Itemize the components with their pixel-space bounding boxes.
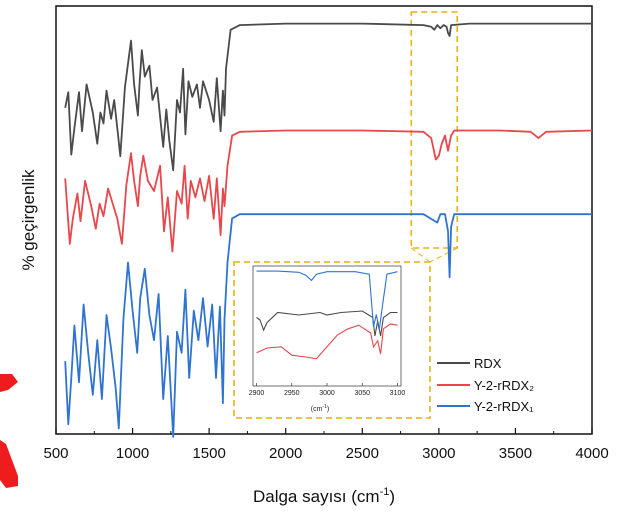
legend: RDX Y-2-rRDX₂ Y-2-rRDX₁ [437, 356, 534, 414]
inset-x-label: (cm-1) [311, 404, 329, 413]
series-line-0 [64, 22, 592, 172]
y-axis-title: % geçirgenlik [19, 169, 38, 271]
highlight-connector-line [429, 247, 458, 263]
inset-x-tick-label: 3050 [354, 390, 370, 397]
x-tick-label: 1000 [116, 445, 149, 462]
x-tick-label: 1500 [192, 445, 225, 462]
inset-x-tick-label: 2950 [284, 390, 300, 397]
legend-label-rdx: RDX [474, 356, 502, 371]
x-axis-ticks: 500 1000 1500 2000 2500 3000 3500 4000 [43, 428, 609, 462]
x-tick-label: 4000 [575, 445, 608, 462]
legend-label-rrdx2: Y-2-rRDX₂ [474, 378, 534, 393]
inset-x-tick-label: 3000 [319, 390, 335, 397]
highlight-connector-line [410, 247, 431, 263]
main-series-group [64, 22, 593, 438]
inset-frame [233, 261, 431, 419]
x-tick-label: 2000 [269, 445, 302, 462]
inset-x-ticks: 2900 2950 3000 3050 3100 [249, 383, 406, 397]
series-line-2 [64, 213, 592, 438]
x-tick-label: 3500 [499, 445, 532, 462]
x-tick-label: 2500 [346, 445, 379, 462]
red-annotation-mark [0, 374, 18, 392]
inset-series-line-0 [256, 310, 398, 337]
inset-x-tick-label: 2900 [249, 390, 265, 397]
inset-series-group [256, 270, 398, 360]
x-axis-title: Dalga sayısı (cm-1) [253, 486, 395, 506]
red-annotation-mark-lower [0, 440, 18, 488]
x-tick-label: 500 [43, 445, 68, 462]
legend-label-rrdx1: Y-2-rRDX₁ [474, 399, 534, 414]
inset-x-tick-label: 3100 [390, 390, 406, 397]
highlight-region [410, 11, 459, 249]
x-tick-label: 3000 [422, 445, 455, 462]
inset-series-line-2 [256, 270, 398, 331]
inset-series-line-1 [256, 323, 398, 360]
series-line-1 [64, 129, 593, 253]
